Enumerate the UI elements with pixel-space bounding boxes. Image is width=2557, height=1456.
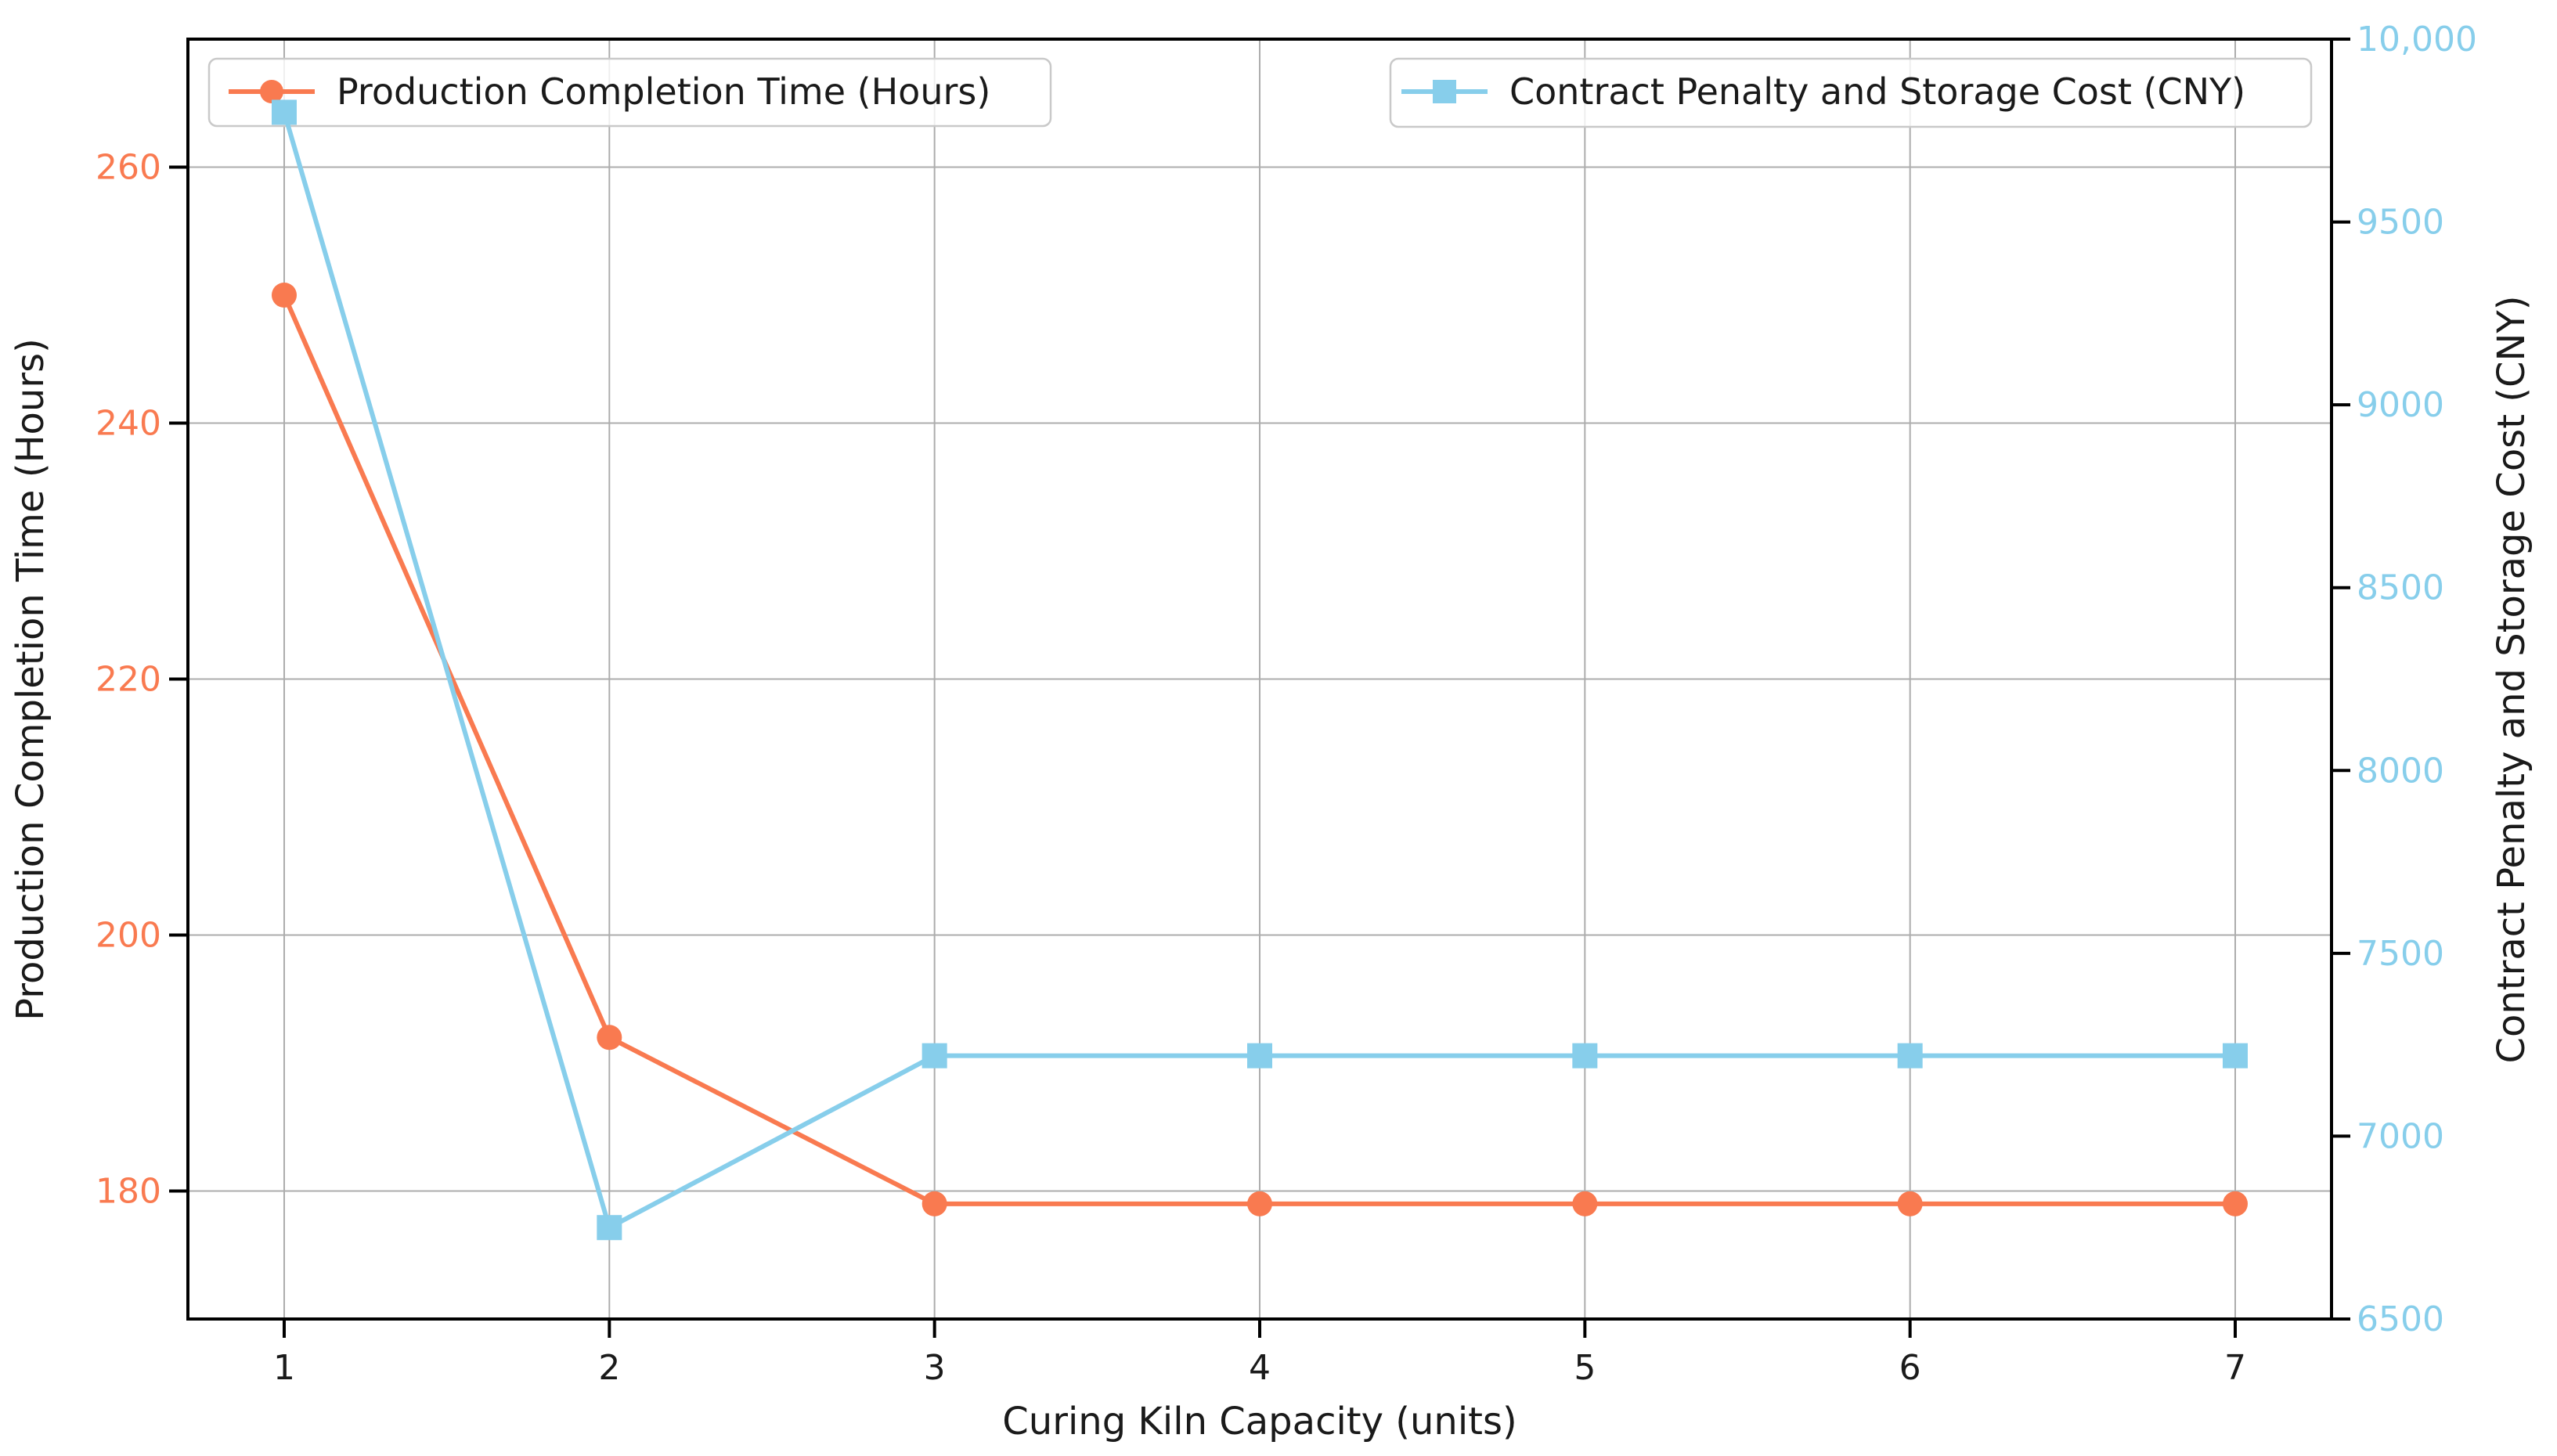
legend-box (207, 57, 1052, 128)
legend-label: Production Completion Time (Hours) (337, 70, 990, 113)
y-right-tick-label: 6500 (2357, 1299, 2444, 1339)
y-right-tick-label: 8500 (2357, 568, 2444, 608)
data-point-circle (2223, 1191, 2248, 1216)
data-point-square (2223, 1043, 2248, 1069)
y-right-tick-label: 9500 (2357, 203, 2444, 243)
legend-square-marker-icon (1433, 80, 1456, 103)
data-point-square (597, 1215, 622, 1241)
legend-left: Production Completion Time (Hours) (207, 57, 1052, 128)
y-right-tick-label: 10,000 (2357, 20, 2477, 59)
legend-layer: Production Completion Time (Hours) Contr… (207, 57, 2313, 128)
legend-right: Contract Penalty and Storage Cost (CNY) (1389, 57, 2313, 128)
x-tick-label: 2 (598, 1348, 620, 1388)
y-left-tick-label: 240 (96, 404, 161, 444)
x-tick-label: 5 (1574, 1348, 1596, 1388)
y-right-tick-label: 8000 (2357, 751, 2444, 791)
x-tick-label: 6 (1899, 1348, 1921, 1388)
data-point-circle (1247, 1191, 1272, 1216)
data-point-square (1247, 1043, 1272, 1069)
data-point-circle (272, 283, 297, 308)
x-axis-label: Curing Kiln Capacity (units) (1002, 1400, 1517, 1443)
data-point-square (1897, 1043, 1923, 1069)
y-right-tick-label: 9000 (2357, 385, 2444, 425)
legend-label: Contract Penalty and Storage Cost (CNY) (1509, 70, 2245, 113)
x-tick-label: 1 (273, 1348, 295, 1388)
y-axis-label-left: Production Completion Time (Hours) (9, 338, 52, 1021)
x-tick-label: 3 (924, 1348, 946, 1388)
data-point-circle (597, 1025, 622, 1051)
y-right-tick-label: 7500 (2357, 934, 2444, 974)
y-right-tick-label: 7000 (2357, 1116, 2444, 1156)
legend-circle-marker-icon (260, 80, 283, 103)
x-tick-label: 7 (2224, 1348, 2246, 1388)
data-point-circle (1572, 1191, 1598, 1216)
data-point-square (921, 1043, 947, 1069)
y-left-tick-label: 220 (96, 660, 161, 700)
y-left-tick-label: 200 (96, 916, 161, 956)
data-point-circle (1897, 1191, 1923, 1216)
series-layer (272, 99, 2248, 1241)
data-point-circle (921, 1191, 947, 1216)
legend-box (1389, 57, 2313, 128)
axis-layer: 180 200 220 240 260 6500 7000 7500 8000 8500 9000 9… (96, 20, 2477, 1388)
grid-layer (188, 39, 2332, 1319)
x-tick-label: 4 (1249, 1348, 1271, 1388)
y-axis-label-right: Contract Penalty and Storage Cost (CNY) (2490, 296, 2534, 1064)
data-point-square (272, 99, 297, 125)
y-left-tick-label: 180 (96, 1172, 161, 1212)
data-point-square (1572, 1043, 1598, 1069)
y-left-tick-label: 260 (96, 148, 161, 188)
